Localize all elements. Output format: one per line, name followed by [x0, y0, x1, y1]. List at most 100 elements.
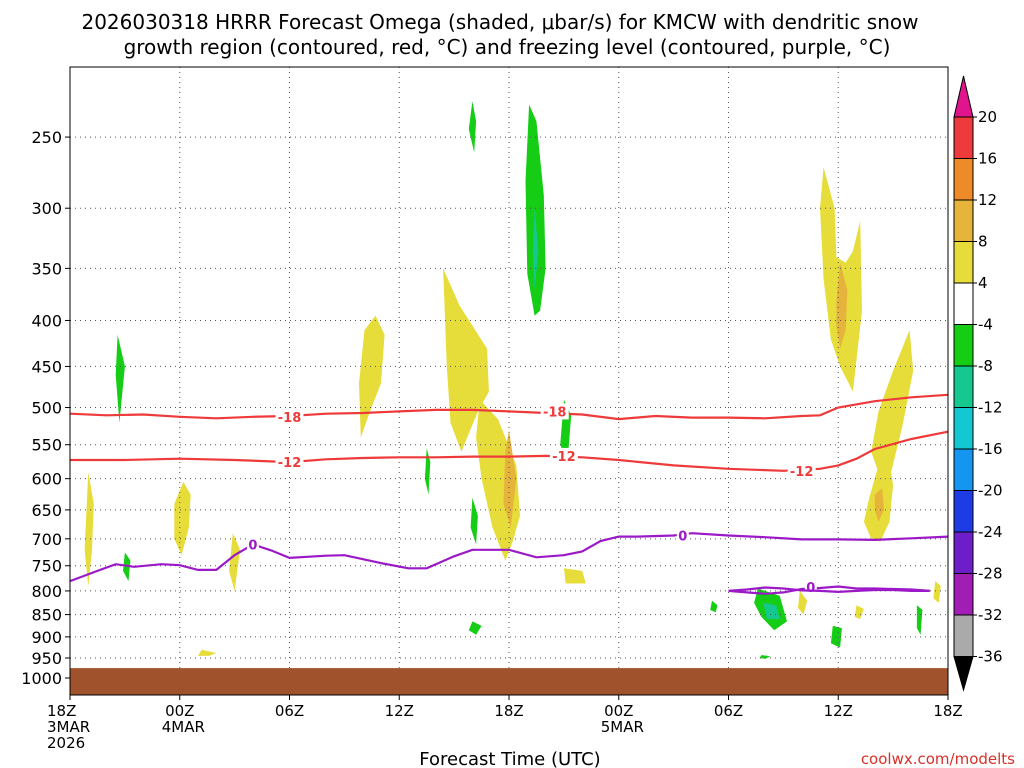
colorbar-bin-6	[953, 365, 974, 408]
omega-region-rise-1700z-800	[933, 581, 941, 603]
omega-region-sink-0500z-830	[710, 600, 718, 613]
y-tick-label-650: 650	[31, 501, 62, 520]
x-axis-label: Forecast Time (UTC)	[419, 749, 600, 768]
omega-region-sink-2000z-core	[532, 208, 539, 290]
contour-lines: -18 -18 -12 -12 -12 0 0 0	[69, 393, 949, 596]
omega-region-rise-1800z-core	[503, 430, 517, 528]
omega-region-sink-2000z-300	[525, 104, 546, 316]
colorbar-label-5: -4	[978, 316, 993, 334]
contour-label-minus-12-isotherm-0: -12	[278, 456, 302, 471]
colorbar-bin-9	[953, 490, 974, 533]
y-tick-label-450: 450	[31, 357, 62, 376]
omega-region-rise-1300z-460	[871, 330, 914, 479]
colorbar-label-2: 12	[978, 191, 997, 209]
ground-surface	[70, 668, 948, 695]
contour-label-minus-18-isotherm-0: -18	[278, 411, 302, 426]
contour-label-bg-minus-12-isotherm-0	[275, 454, 304, 471]
contour-label-minus-18-isotherm-1: -18	[543, 405, 567, 420]
omega-region-rise-1300z-850	[854, 605, 864, 620]
omega-region-sink-1600z-870	[916, 605, 923, 635]
contour-label-bg-minus-18-isotherm-1	[540, 403, 569, 420]
omega-region-rise-0200z-930	[198, 649, 217, 656]
colorbar-lower-cap	[953, 656, 974, 692]
omega-region-sink-1700z-880	[468, 621, 482, 635]
x-tick-label-12-0: 06Z	[275, 702, 304, 720]
x-tick-label-6-0: 00Z	[165, 702, 194, 720]
colorbar-bin-3	[953, 241, 974, 284]
y-tick-label-950: 950	[31, 649, 62, 668]
contour-label-minus-12-isotherm-2: -12	[790, 465, 814, 480]
plot-background	[70, 67, 948, 695]
y-tick-label-400: 400	[31, 311, 62, 330]
omega-region-rise-1200z-3mar-upper	[443, 268, 489, 452]
omega-region-rise-1000z-830	[798, 590, 808, 615]
colorbar-bin-12	[953, 614, 974, 657]
y-tick-label-250: 250	[31, 128, 62, 147]
colorbar-bin-2	[953, 199, 974, 242]
omega-region-sink-1700z-670	[470, 497, 478, 545]
colorbar-label-12: -32	[978, 606, 1003, 624]
x-tick-label-36-0: 06Z	[714, 702, 743, 720]
contour-label-bg-zero-freezing-level-0	[246, 536, 259, 553]
omega-region-sink-1600z-240	[468, 101, 477, 153]
omega-shading	[84, 101, 941, 659]
credit-text: coolwx.com/modelts	[861, 750, 1015, 768]
plot-area: -18 -18 -12 -12 -12 0 0 0	[69, 66, 949, 696]
contour-label-zero-freezing-level-1: 0	[678, 529, 687, 544]
colorbar-label-3: 8	[978, 233, 988, 251]
colorbar-bin-1	[953, 158, 974, 201]
x-tick-label-48-0: 18Z	[933, 702, 962, 720]
colorbar-bin-0	[953, 116, 974, 159]
contour-label-bg-zero-freezing-level-1	[676, 527, 689, 544]
colorbar-label-6: -8	[978, 357, 993, 375]
contour-minus-18-isotherm	[69, 393, 949, 421]
colorbar-label-13: -36	[978, 648, 1003, 666]
colorbar-label-1: 16	[978, 150, 997, 168]
y-tick-label-300: 300	[31, 199, 62, 218]
y-tick-label-900: 900	[31, 628, 62, 647]
contour-label-bg-minus-12-isotherm-1	[549, 447, 578, 464]
colorbar-label-9: -20	[978, 482, 1003, 500]
x-tick-label-18-0: 12Z	[385, 702, 414, 720]
omega-region-sink-0800z-950	[759, 655, 771, 659]
y-tick-label-550: 550	[31, 436, 62, 455]
colorbar-bin-7	[953, 407, 974, 450]
x-tick-label-24-0: 18Z	[494, 702, 523, 720]
y-tick-label-1000: 1000	[21, 669, 62, 688]
colorbar: 20 16 12 8 4 -4 -8 -12 -16 -20 -24 -28 -32 -36	[953, 75, 1003, 692]
colorbar-label-4: 4	[978, 274, 988, 292]
y-tick-label-600: 600	[31, 470, 62, 489]
colorbar-label-7: -12	[978, 399, 1003, 417]
contour-minus-12-isotherm	[70, 430, 949, 472]
contour-zero-freezing-level	[69, 532, 949, 583]
chart-title-line2: growth region (contoured, red, °C) and f…	[124, 35, 891, 59]
colorbar-bin-11	[953, 573, 974, 616]
x-tick-label-0-1: 3MAR	[47, 718, 90, 736]
contour-zero-freezing-level-upper-loop	[728, 586, 930, 594]
colorbar-bin-4	[953, 282, 974, 325]
contour-label-minus-12-isotherm-1: -12	[552, 450, 576, 465]
y-tick-label-500: 500	[31, 399, 62, 418]
y-tick-label-350: 350	[31, 259, 62, 278]
x-tick-label-0-0: 18Z	[47, 702, 76, 720]
omega-region-rise-2100z-770	[563, 568, 586, 584]
y-tick-label-800: 800	[31, 582, 62, 601]
x-tick-label-30-1: 5MAR	[601, 718, 644, 736]
colorbar-bin-5	[953, 324, 974, 367]
x-tick-label-30-0: 00Z	[604, 702, 633, 720]
y-tick-label-850: 850	[31, 606, 62, 625]
colorbar-label-11: -28	[978, 565, 1003, 583]
omega-region-rise-0000z-4mar	[174, 481, 191, 556]
contour-label-zero-freezing-level-0: 0	[248, 538, 257, 553]
omega-region-rise-0200z-700	[229, 533, 241, 591]
colorbar-bin-8	[953, 448, 974, 491]
omega-region-sink-1400z-590	[424, 448, 431, 495]
contour-label-bg-minus-12-isotherm-2	[787, 462, 816, 479]
omega-region-rise-0300z-core	[836, 262, 848, 349]
chart-title-line1: 2026030318 HRRR Forecast Omega (shaded, …	[81, 10, 918, 34]
omega-region-sink-1200z-880	[830, 625, 842, 648]
colorbar-label-0: 20	[978, 108, 997, 126]
colorbar-bin-10	[953, 531, 974, 574]
